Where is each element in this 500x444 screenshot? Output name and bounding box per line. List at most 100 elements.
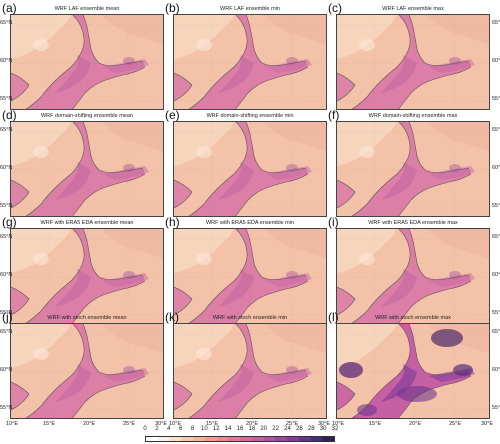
map-panel [336,228,490,324]
colorbar-segment [193,437,205,441]
colorbar-tick-label: 10 [201,426,208,432]
colorbar-segment [287,437,299,441]
map-plot [10,323,164,419]
map-plot [336,14,490,110]
colorbar-tick-label: 20 [260,426,268,432]
latitude-label: 65°N [492,234,500,240]
latitude-label: 60°N [492,165,500,171]
colorbar-tick-label: 6 [178,426,183,432]
panel-title: WRF LAF ensemble max [382,6,444,12]
colorbar-tick-label: 18 [248,426,256,432]
latitude-label: 60°N [0,367,13,373]
map-plot [336,323,490,419]
colorbar-segment [204,437,217,441]
longitude-label: 20°E [246,421,258,427]
panel-label: (f) [328,108,340,122]
colorbar-scale [145,436,335,442]
colorbar-tick-label: 14 [224,426,232,432]
map-plot [336,228,490,324]
colorbar-segment [298,437,311,441]
map-panel [336,323,490,419]
map-plot [173,228,327,324]
latitude-label: 60°N [0,58,13,64]
colorbar-tick-label: 24 [284,426,291,432]
panel-title: WRF with ERA5 EDA ensemble min [205,220,295,226]
latitude-label: 65°N [492,127,500,133]
map-plot [10,228,164,324]
longitude-label: 10°E [169,421,181,427]
map-panel [173,323,327,419]
panel-label: (h) [165,215,180,229]
longitude-label: 30°E [155,421,167,427]
map-plot [10,14,164,110]
panel-title: WRF domain-shifting ensemble mean [40,113,133,119]
panel-label: (l) [328,310,339,324]
latitude-label: 55°N [0,203,13,209]
colorbar-tick-label: 30 [319,426,327,432]
panel-title: WRF domain-shifting ensemble max [368,113,458,119]
panel-label: (e) [165,108,180,122]
colorbar-segment [216,437,229,441]
panel-label: (k) [165,310,179,324]
latitude-label: 60°N [492,367,500,373]
map-panel [10,228,164,324]
panel-label: (a) [2,1,17,15]
latitude-label: 65°N [492,329,500,335]
latitude-label: 60°N [492,272,500,278]
map-panel [10,323,164,419]
panel-label: (c) [328,1,342,15]
longitude-label: 10°E [332,421,344,427]
colorbar-tick-label: 26 [296,426,303,432]
latitude-label: 55°N [492,405,500,411]
colorbar-segment [228,437,240,441]
panel-title: WRF with stoch ensemble max [375,315,451,321]
colorbar-segment [169,437,182,441]
latitude-label: 65°N [0,329,13,335]
colorbar-segment [146,437,158,441]
map-panel [336,14,490,110]
map-plot [336,121,490,217]
longitude-label: 25°E [286,421,298,427]
map-plot [10,121,164,217]
latitude-label: 60°N [492,58,500,64]
panel-title: WRF domain-shifting ensemble min [206,113,294,119]
panel-title: WRF with ERA5 EDA ensemble max [368,220,458,226]
latitude-label: 55°N [492,96,500,102]
colorbar-segment [263,437,276,441]
panel-label: (g) [2,215,17,229]
colorbar-segment [251,437,264,441]
latitude-label: 65°N [492,20,500,26]
map-panel [173,228,327,324]
latitude-label: 60°N [0,272,13,278]
latitude-label: 60°N [0,165,13,171]
colorbar-segment [240,437,252,441]
map-panel [10,121,164,217]
map-panel [336,121,490,217]
longitude-label: 20°E [409,421,421,427]
colorbar-segment [157,437,170,441]
colorbar-tick-label: 2 [155,426,159,432]
panel-label: (b) [165,1,180,15]
colorbar-tick-label: 22 [272,426,279,432]
panel-label: (d) [2,108,17,122]
latitude-label: 65°N [0,234,13,240]
map-plot [173,323,327,419]
longitude-label: 15°E [206,421,218,427]
latitude-label: 55°N [0,405,13,411]
longitude-label: 20°E [83,421,95,427]
latitude-label: 55°N [492,310,500,316]
colorbar-tick-label: 16 [236,426,244,432]
longitude-label: 30°E [481,421,493,427]
panel-title: WRF LAF ensemble min [220,6,280,12]
longitude-label: 15°E [369,421,381,427]
longitude-label: 25°E [123,421,135,427]
panel-title: WRF with ERA5 EDA ensemble mean [40,220,134,226]
panel-label: (i) [328,215,339,229]
map-plot [173,121,327,217]
latitude-label: 65°N [0,127,13,133]
latitude-label: 55°N [0,310,13,316]
panel-label: (j) [2,310,13,324]
colorbar-segment [322,437,334,441]
colorbar-segment [310,437,323,441]
colorbar-tick-label: 4 [167,426,171,432]
